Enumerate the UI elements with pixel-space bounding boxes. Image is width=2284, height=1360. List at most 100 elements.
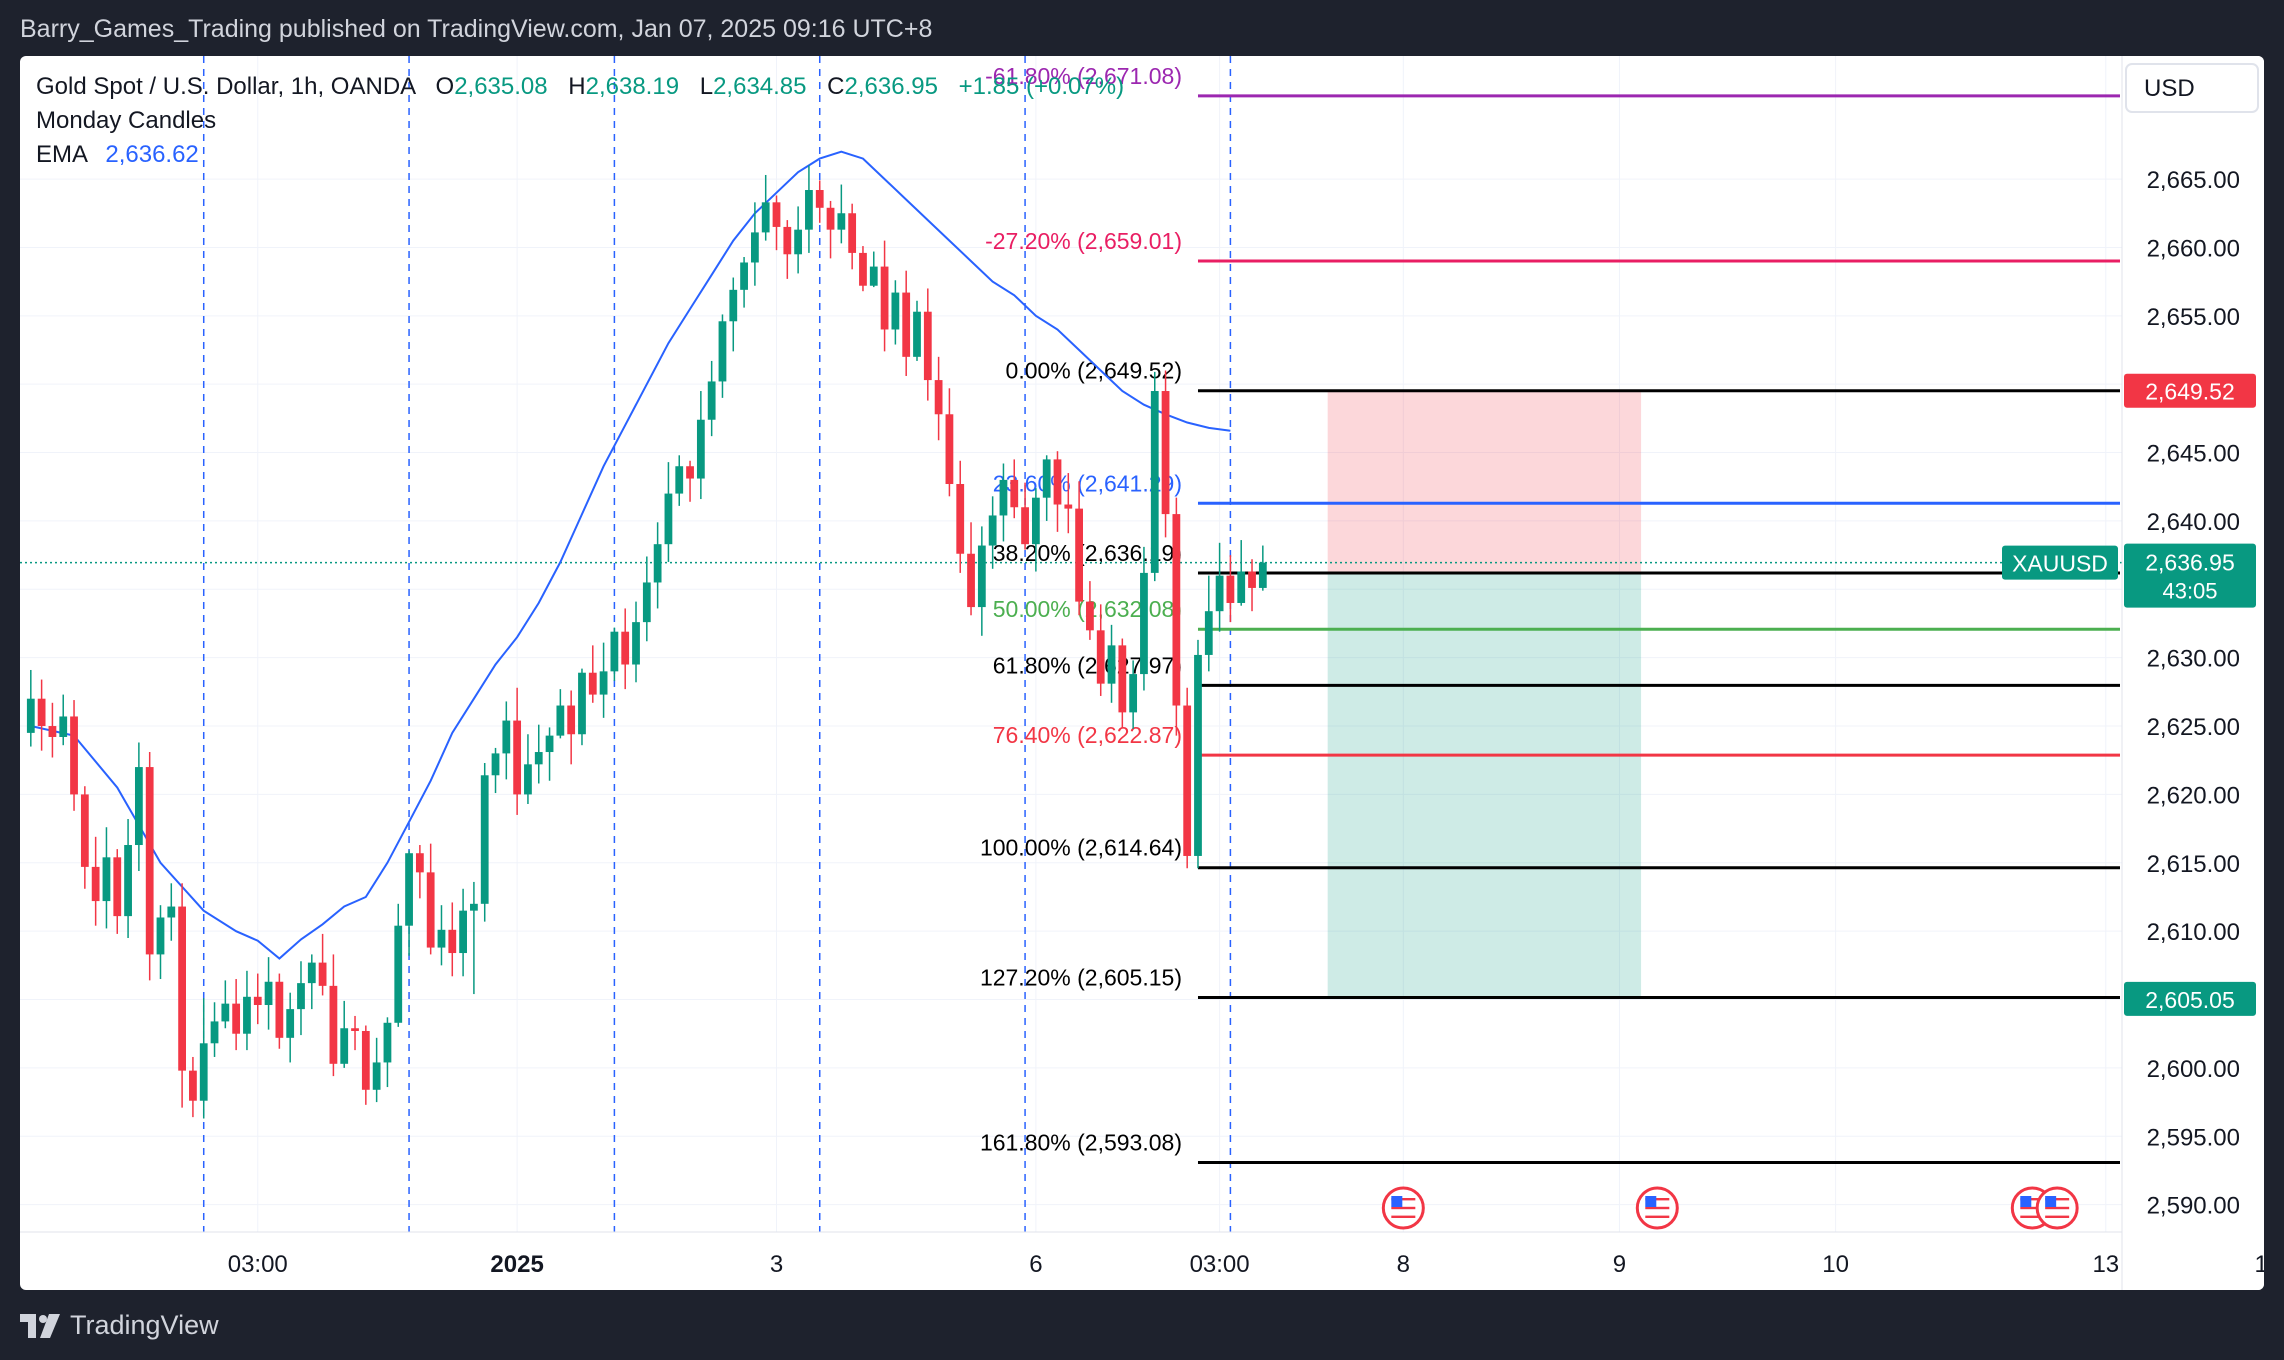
candle-body [686,466,694,479]
footer: TradingView [0,1290,2284,1360]
time-tick-label: 6 [1029,1251,1042,1278]
close-label: C [827,73,844,100]
candle [556,689,565,739]
candle [999,463,1008,542]
price-axis-bg[interactable] [2122,56,2264,1290]
candle-body [891,292,900,330]
flag-stripe [1391,1215,1416,1218]
fib-level-label: 61.80% (2,627.97) [993,652,1182,678]
currency-label[interactable]: USD [2144,75,2195,102]
candle-body [783,226,792,255]
candle [967,522,975,616]
candle [351,1015,359,1051]
candle-body [70,716,78,795]
time-tick-label: 3 [770,1251,783,1278]
chart-panel[interactable]: -61.80% (2,671.08) -27.20% (2,659.01) 0.00… [20,56,2264,1290]
flag-stripe [1645,1198,1670,1201]
tradingview-logo[interactable]: TradingView [20,1310,219,1341]
candle [977,526,986,636]
candle [610,627,619,681]
change-value: +1.85 (+0.07%) [959,73,1124,100]
price-tick-label: 2,660.00 [2147,235,2240,262]
candle [1172,497,1181,736]
price-axis[interactable]: 2,665.002,660.002,655.002,650.002,645.00… [2121,56,2264,1290]
candle-body [1258,562,1267,588]
tradingview-logo-icon [20,1313,60,1338]
fib-level-label: -61.80% (2,671.08) [985,63,1182,89]
candle-body [189,1070,197,1101]
candle-body [1194,654,1202,856]
time-tick-label: 13 [2092,1251,2119,1278]
candle [1129,660,1138,729]
candle [729,277,738,352]
candle-body [707,381,716,420]
stop-loss-zone[interactable] [1327,390,1642,574]
candle-body [1172,514,1181,706]
candle [1258,545,1267,591]
candle [426,843,435,955]
candle-body [394,925,403,1023]
currency-button[interactable]: USD [2125,63,2259,113]
fib-level-label: 161.80% (2,593.08) [980,1130,1182,1156]
indicator-ema[interactable]: EMA 2,636.62 [36,141,199,168]
candle [243,970,251,1051]
candle [1226,555,1235,623]
us-flag-economic-event-icon[interactable] [2035,1186,2079,1230]
economic-events[interactable] [1381,1186,2079,1230]
candle-body [340,1028,349,1064]
candle-body [156,917,165,955]
candle [340,1000,349,1068]
flag-stripe [1645,1206,1670,1210]
candle-body [480,775,489,904]
candle-body [880,266,889,330]
flag-stripe [1391,1211,1416,1214]
candle [156,905,165,980]
price-tick-label: 2,615.00 [2147,851,2240,878]
candle-body [59,716,68,737]
us-flag-economic-event-icon[interactable] [1381,1186,1425,1230]
candle-body [815,190,824,208]
candle [1031,488,1040,572]
symbol-tag-bg [2002,545,2118,580]
candle [1107,624,1116,703]
candle [1194,639,1202,869]
candle-body [1031,497,1040,545]
candle-body [48,726,57,737]
candle [80,786,89,889]
currency-button-bg[interactable] [2125,63,2259,113]
candle-body [977,545,986,608]
candle-body [405,853,413,926]
candlestick-chart[interactable]: -61.80% (2,671.08) -27.20% (2,659.01) 0.00… [20,56,2264,1290]
fibonacci-extension[interactable]: -61.80% (2,671.08) -27.20% (2,659.01) 0.00… [980,63,2120,1165]
bar-countdown-label: 43:05 [2162,579,2217,604]
candle-body [1215,575,1224,612]
candle [459,888,467,977]
price-tick-label: 2,665.00 [2147,167,2240,194]
candle-body [934,380,943,415]
candle-body [1053,459,1062,505]
time-axis[interactable]: 03:00 2025 3 6 03:00 8 9 10 13 14 [20,1231,2264,1278]
candle-body [102,857,111,902]
candle [815,180,824,223]
candle-body [1086,601,1094,631]
candle-body [437,929,446,948]
candle-body [470,903,478,911]
flag-stripe [1391,1206,1416,1210]
position-tool[interactable] [1327,390,1642,999]
candle [653,522,662,609]
candle-body [361,1030,370,1090]
candle-body [1248,571,1256,588]
candle [718,314,727,398]
candle [91,836,100,926]
candle [264,957,273,1030]
candle-body [902,292,911,357]
indicator-monday-candles[interactable]: Monday Candles [36,107,216,134]
take-profit-zone[interactable] [1327,573,1642,999]
candle-body [513,720,522,795]
candle [318,933,327,996]
us-flag-economic-event-icon[interactable] [1635,1186,1679,1230]
symbol-legend: Gold Spot / U.S. Dollar, 1h, OANDA O2,63… [36,73,1124,100]
publisher-line: Barry_Games_Trading published on Trading… [20,15,933,43]
candle-body [761,202,770,233]
candle-body [253,996,262,1006]
